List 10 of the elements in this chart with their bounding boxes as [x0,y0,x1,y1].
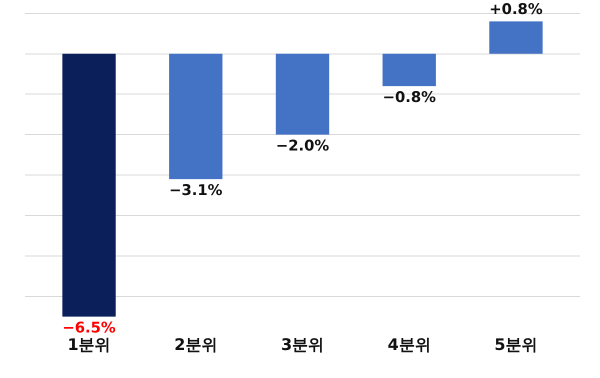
x-tick-label: 3분위 [280,335,324,354]
x-tick-label: 1분위 [67,335,111,354]
data-label: −6.5% [62,320,116,337]
data-label: −3.1% [169,182,223,200]
data-label: +0.8% [489,1,543,18]
data-label: −2.0% [276,138,330,155]
x-tick-label: 4분위 [388,335,431,354]
x-tick-label: 5분위 [494,335,538,354]
data-label: −0.8% [382,89,436,106]
x-tick-label: 2분위 [174,335,218,354]
